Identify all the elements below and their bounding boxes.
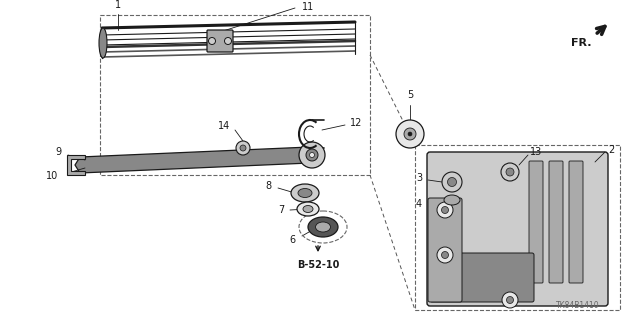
- Text: 13: 13: [530, 147, 542, 157]
- FancyBboxPatch shape: [207, 30, 233, 52]
- Polygon shape: [75, 147, 318, 173]
- Text: 7: 7: [278, 205, 284, 215]
- Text: B-52-10: B-52-10: [297, 260, 339, 270]
- FancyBboxPatch shape: [427, 152, 608, 306]
- Text: 9: 9: [56, 147, 62, 157]
- Circle shape: [501, 163, 519, 181]
- Ellipse shape: [316, 222, 330, 232]
- Text: 5: 5: [407, 90, 413, 100]
- FancyBboxPatch shape: [428, 198, 462, 302]
- Bar: [415, 145, 620, 310]
- Circle shape: [306, 149, 318, 161]
- Circle shape: [506, 168, 514, 176]
- Circle shape: [236, 141, 250, 155]
- Text: 10: 10: [45, 171, 58, 181]
- Text: 4: 4: [416, 199, 422, 209]
- Circle shape: [225, 38, 232, 44]
- Circle shape: [240, 145, 246, 151]
- Text: TK84B1410: TK84B1410: [556, 301, 600, 310]
- FancyBboxPatch shape: [529, 161, 543, 283]
- Circle shape: [502, 292, 518, 308]
- Text: 11: 11: [302, 2, 314, 12]
- FancyBboxPatch shape: [549, 161, 563, 283]
- Text: 12: 12: [350, 118, 362, 128]
- Text: 14: 14: [218, 121, 230, 131]
- Circle shape: [209, 38, 216, 44]
- FancyBboxPatch shape: [569, 161, 583, 283]
- Circle shape: [437, 202, 453, 218]
- FancyBboxPatch shape: [430, 253, 534, 302]
- Ellipse shape: [444, 195, 460, 205]
- Text: FR.: FR.: [572, 38, 592, 48]
- Circle shape: [408, 132, 412, 136]
- Text: 6: 6: [290, 235, 296, 245]
- Circle shape: [396, 120, 424, 148]
- Circle shape: [310, 152, 314, 158]
- Ellipse shape: [298, 189, 312, 197]
- Circle shape: [404, 128, 416, 140]
- Circle shape: [437, 247, 453, 263]
- Circle shape: [447, 177, 456, 187]
- Polygon shape: [67, 155, 85, 175]
- Ellipse shape: [99, 28, 107, 58]
- Circle shape: [442, 251, 449, 258]
- Circle shape: [442, 172, 462, 192]
- Ellipse shape: [291, 184, 319, 202]
- Ellipse shape: [308, 217, 338, 237]
- Text: 8: 8: [266, 181, 272, 191]
- Circle shape: [442, 206, 449, 213]
- Circle shape: [506, 296, 513, 303]
- Circle shape: [299, 142, 325, 168]
- Text: 1: 1: [115, 0, 121, 10]
- Ellipse shape: [303, 205, 313, 212]
- Text: 2: 2: [608, 145, 614, 155]
- Text: 3: 3: [416, 173, 422, 183]
- Ellipse shape: [297, 202, 319, 216]
